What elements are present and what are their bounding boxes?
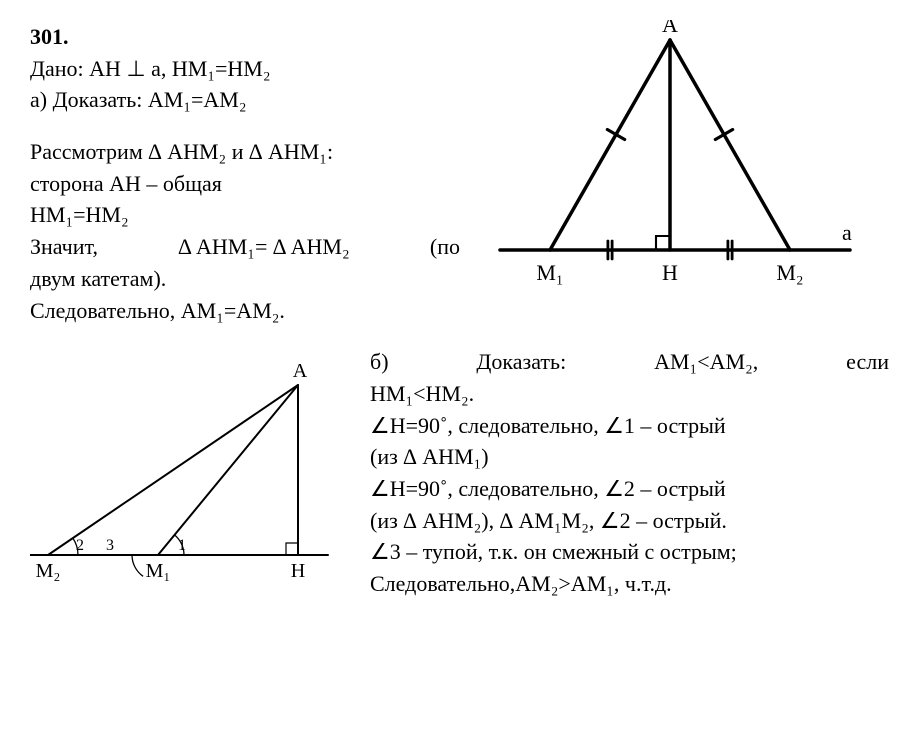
svg-text:M₁: M₁: [146, 560, 171, 582]
svg-text:1: 1: [178, 537, 186, 554]
prove-b-line1b: Доказать:: [476, 347, 566, 377]
proof-a-line4c: (по: [430, 232, 460, 262]
proof-a-line2: сторона AH – общая: [30, 169, 460, 199]
svg-text:a: a: [842, 220, 852, 245]
section-a: 301. Дано: AH ⊥ a, HM₁=HM₂ а) Доказать: …: [30, 20, 889, 327]
svg-text:H: H: [662, 260, 678, 285]
proof-a-line1: Рассмотрим ∆ AHM₂ и ∆ AHM₁:: [30, 137, 460, 167]
problem-number: 301.: [30, 22, 460, 52]
proof-a-line3: HM₁=HM₂: [30, 200, 460, 230]
svg-text:A: A: [293, 360, 308, 382]
svg-text:2: 2: [76, 537, 84, 554]
proof-b-line4: (из ∆ AHM₁): [370, 442, 889, 472]
proof-a-line4b: ∆ AHM₁= ∆ AHM₂: [178, 232, 349, 262]
prove-b-line1a: б): [370, 347, 389, 377]
prove-b-line1: б) Доказать: AM₁<AM₂, если: [370, 347, 889, 377]
prove-b-line2: HM₁<HM₂.: [370, 379, 889, 409]
figure-a-container: A H M₁ M₂ a: [480, 20, 860, 310]
prove-b-line1d: если: [846, 347, 889, 377]
svg-text:M₂: M₂: [36, 560, 61, 582]
proof-b-line8: Следовательно,AM₂>AM₁, ч.т.д.: [370, 569, 889, 599]
svg-text:3: 3: [106, 537, 114, 554]
proof-a-line4a: Значит,: [30, 232, 98, 262]
text-column-b: б) Доказать: AM₁<AM₂, если HM₁<HM₂. ∠H=9…: [370, 345, 889, 601]
svg-text:A: A: [662, 20, 678, 37]
proof-a-line5: двум катетам).: [30, 264, 460, 294]
proof-b-line3: ∠H=90˚, следовательно, ∠1 – острый: [370, 411, 889, 441]
text-column-a: 301. Дано: AH ⊥ a, HM₁=HM₂ а) Доказать: …: [30, 20, 460, 327]
figure-a: A H M₁ M₂ a: [480, 20, 860, 310]
given-expr: AH ⊥ a, HM₁=HM₂: [89, 56, 270, 81]
prove-a-line: а) Доказать: AM₁=AM₂: [30, 85, 460, 115]
svg-text:M₁: M₁: [536, 260, 563, 285]
prove-b-line1c: AM₁<AM₂,: [654, 347, 758, 377]
figure-b-container: A H M₁ M₂ 2 3 1: [30, 345, 350, 595]
svg-text:M₂: M₂: [776, 260, 803, 285]
prove-a-stmt: AM₁=AM₂: [148, 87, 247, 112]
figure-b: A H M₁ M₂ 2 3 1: [30, 355, 350, 595]
proof-a-line4: Значит, ∆ AHM₁= ∆ AHM₂ (по: [30, 232, 460, 262]
given-label: Дано:: [30, 56, 84, 81]
svg-text:H: H: [291, 560, 305, 582]
proof-b-line6: (из ∆ AHM₂), ∆ AM₁M₂, ∠2 – острый.: [370, 506, 889, 536]
given-line: Дано: AH ⊥ a, HM₁=HM₂: [30, 54, 460, 84]
proof-b-line5: ∠H=90˚, следовательно, ∠2 – острый: [370, 474, 889, 504]
prove-a-label: а) Доказать:: [30, 87, 142, 112]
section-b: A H M₁ M₂ 2 3 1 б) Доказать: AM₁<AM₂, если HM₁…: [30, 345, 889, 601]
proof-a-line6: Следовательно, AM₁=AM₂.: [30, 296, 460, 326]
proof-b-line7: ∠3 – тупой, т.к. он смежный с острым;: [370, 537, 889, 567]
